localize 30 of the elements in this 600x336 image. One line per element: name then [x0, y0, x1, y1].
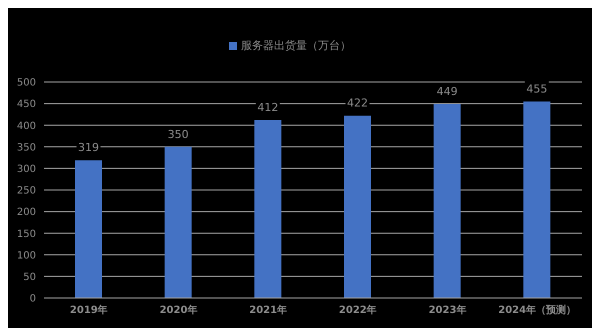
- x-tick-label: 2021年: [249, 304, 288, 316]
- y-tick-label: 300: [16, 164, 36, 175]
- data-label: 455: [526, 82, 548, 96]
- y-tick-label: 0: [30, 294, 36, 305]
- data-label: 319: [78, 141, 99, 154]
- data-label: 422: [347, 96, 368, 110]
- bar: [523, 101, 550, 298]
- y-tick-label: 450: [16, 99, 36, 110]
- y-tick-label: 250: [16, 186, 36, 197]
- x-tick-label: 2024年（预测）: [498, 304, 576, 316]
- y-tick-label: 200: [16, 207, 36, 218]
- bar: [75, 160, 102, 298]
- y-tick-label: 100: [16, 250, 36, 262]
- bar: [344, 116, 371, 298]
- x-tick-label: 2019年: [70, 304, 108, 316]
- bar: [434, 104, 461, 298]
- data-label: 449: [436, 85, 458, 98]
- x-tick-label: 2020年: [160, 304, 198, 316]
- bar: [164, 146, 192, 298]
- y-tick-label: 150: [16, 228, 36, 240]
- y-tick-label: 500: [16, 78, 36, 89]
- x-tick-label: 2022年: [338, 304, 377, 316]
- data-label: 350: [168, 128, 189, 141]
- y-tick-label: 400: [16, 120, 36, 132]
- y-tick-label: 350: [16, 142, 36, 154]
- y-tick-label: 50: [23, 272, 36, 283]
- legend-label: 服务器出货量（万台）: [241, 39, 351, 52]
- data-label: 412: [257, 101, 278, 114]
- x-tick-label: 2023年: [428, 304, 466, 316]
- bar: [254, 120, 282, 298]
